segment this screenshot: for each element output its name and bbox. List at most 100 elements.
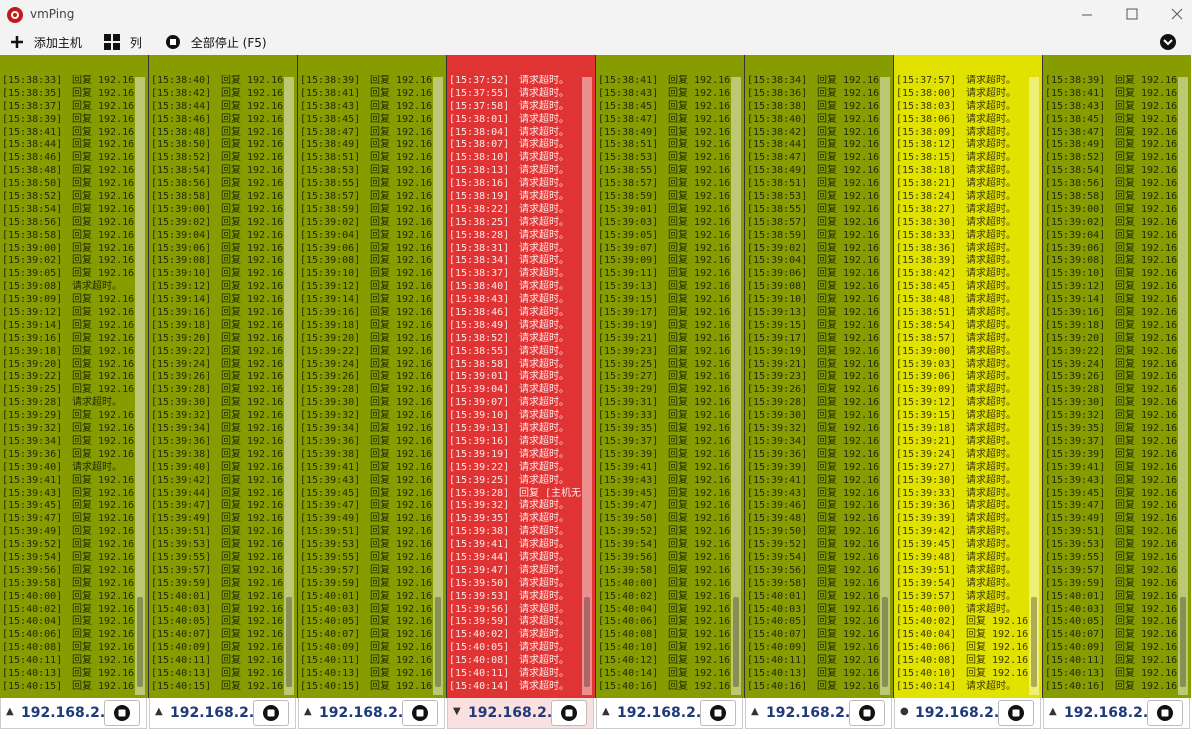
log-message: 请求超时。	[966, 319, 1016, 331]
log-time: [15:39:22]	[2, 371, 63, 383]
scrollbar[interactable]	[731, 77, 741, 695]
log-line: [15:40:00] 回复 192.16	[596, 578, 730, 591]
host-column: [15:38:39] 回复 192.16 [15:38:41] 回复 192.16 [1…	[1043, 55, 1191, 698]
log-time: [15:39:50]	[449, 577, 510, 589]
log-line: [15:39:18] 回复 192.16	[0, 346, 134, 359]
log-time: [15:38:47]	[1045, 126, 1106, 138]
log-time: [15:40:15]	[2, 680, 63, 692]
log-line: [15:40:03] 回复 192.16	[149, 604, 283, 617]
log-time: [15:38:47]	[300, 126, 361, 138]
log-time: [15:39:49]	[1045, 513, 1106, 525]
log-line: [15:39:20] 回复 192.16	[149, 333, 283, 346]
status-indicator: ▲	[751, 706, 759, 717]
log-time: [15:39:00]	[1045, 203, 1106, 215]
log-time: [15:39:53]	[300, 539, 361, 551]
columns-button[interactable]: 列	[104, 34, 142, 52]
log-line: [15:40:09] 回复 192.16	[149, 642, 283, 655]
log-time: [15:39:41]	[598, 461, 659, 473]
stop-icon	[710, 705, 726, 721]
log-time: [15:38:39]	[2, 113, 63, 125]
scroll-thumb	[1180, 597, 1186, 687]
log-line: [15:39:43] 回复 192.16	[745, 488, 879, 501]
log-time: [15:39:17]	[598, 307, 659, 319]
log-message: 请求超时。	[966, 242, 1016, 254]
stop-button[interactable]	[849, 700, 885, 726]
stop-button[interactable]	[253, 700, 289, 726]
log-time: [15:38:43]	[1045, 100, 1106, 112]
log-time: [15:39:09]	[896, 384, 957, 396]
scrollbar[interactable]	[880, 77, 890, 695]
host-address[interactable]: 192.168.2.94	[1064, 705, 1168, 721]
host-address[interactable]: 192.168.2.54	[170, 705, 274, 721]
column-header	[745, 55, 893, 75]
log-time: [15:40:14]	[449, 680, 510, 692]
log-message: 回复 192.16	[817, 100, 879, 112]
log-time: [15:39:48]	[896, 551, 957, 563]
log-message: 请求超时。	[72, 281, 122, 293]
scroll-thumb	[584, 597, 590, 687]
log-line: [15:39:18] 回复 192.16	[1043, 320, 1177, 333]
log-message: 请求超时。	[966, 152, 1016, 164]
scrollbar[interactable]	[1178, 77, 1188, 695]
log-message: 回复 192.16	[221, 564, 283, 576]
log-time: [15:40:06]	[896, 642, 957, 654]
log-line: [15:39:20] 回复 192.16	[298, 333, 432, 346]
log-line: [15:38:49] 回复 192.16	[596, 127, 730, 140]
stop-all-button[interactable]: 全部停止 (F5)	[165, 34, 267, 52]
host-address[interactable]: 192.168.2.59	[617, 705, 721, 721]
host-address[interactable]: 192.168.2.56	[468, 705, 572, 721]
log-message: 请求超时。	[966, 500, 1016, 512]
log-message: 回复 192.16	[370, 178, 432, 190]
host-address[interactable]: 192.168.2.92	[766, 705, 870, 721]
ping-log: [15:38:40] 回复 192.16 [15:38:42] 回复 192.16 [1…	[149, 75, 283, 695]
log-time: [15:40:08]	[598, 629, 659, 641]
scrollbar[interactable]	[135, 77, 145, 695]
log-time: [15:39:43]	[747, 487, 808, 499]
log-time: [15:39:52]	[747, 539, 808, 551]
scrollbar[interactable]	[582, 77, 592, 695]
log-time: [15:39:12]	[151, 281, 212, 293]
scrollbar[interactable]	[284, 77, 294, 695]
scrollbar[interactable]	[433, 77, 443, 695]
stop-icon	[1008, 705, 1024, 721]
log-time: [15:39:50]	[747, 526, 808, 538]
log-message: 回复 192.16	[72, 216, 134, 228]
stop-button[interactable]	[402, 700, 438, 726]
log-line: [15:39:49] 回复 192.16	[298, 513, 432, 526]
log-line: [15:39:19] 回复 192.16	[745, 346, 879, 359]
log-time: [15:39:44]	[449, 551, 510, 563]
host-address[interactable]: 192.168.2.55	[319, 705, 423, 721]
log-message: 请求超时。	[519, 551, 569, 563]
log-line: [15:39:04] 回复 192.16	[149, 230, 283, 243]
stop-button[interactable]	[998, 700, 1034, 726]
log-time: [15:38:15]	[896, 152, 957, 164]
log-time: [15:38:42]	[151, 87, 212, 99]
stop-button[interactable]	[551, 700, 587, 726]
host-address[interactable]: 192.168.2.52	[21, 705, 125, 721]
log-time: [15:39:29]	[598, 384, 659, 396]
host-address[interactable]: 192.168.2.93	[915, 705, 1019, 721]
window-controls[interactable]	[1072, 0, 1192, 30]
log-time: [15:38:51]	[300, 152, 361, 164]
add-host-button[interactable]: 添加主机	[10, 34, 82, 52]
stop-button[interactable]	[104, 700, 140, 726]
log-time: [15:40:03]	[300, 603, 361, 615]
log-message: 回复 192.16	[72, 474, 134, 486]
stop-button[interactable]	[700, 700, 736, 726]
log-time: [15:39:54]	[2, 551, 63, 563]
log-time: [15:38:54]	[2, 203, 63, 215]
log-message: 回复 192.16	[1115, 113, 1177, 125]
log-message: 回复 192.16	[221, 75, 283, 86]
log-line: [15:38:18] 请求超时。	[894, 165, 1028, 178]
log-time: [15:39:45]	[2, 500, 63, 512]
log-message: 回复 192.16	[221, 371, 283, 383]
log-message: 回复 192.16	[370, 680, 432, 692]
stop-button[interactable]	[1147, 700, 1183, 726]
log-line: [15:38:12] 请求超时。	[894, 139, 1028, 152]
log-time: [15:39:55]	[1045, 551, 1106, 563]
log-message: 回复 192.16	[668, 655, 730, 667]
log-message: 请求超时。	[966, 178, 1016, 190]
log-line: [15:38:55] 回复 192.16	[298, 178, 432, 191]
scrollbar[interactable]	[1029, 77, 1039, 695]
expand-button[interactable]	[1159, 33, 1177, 51]
